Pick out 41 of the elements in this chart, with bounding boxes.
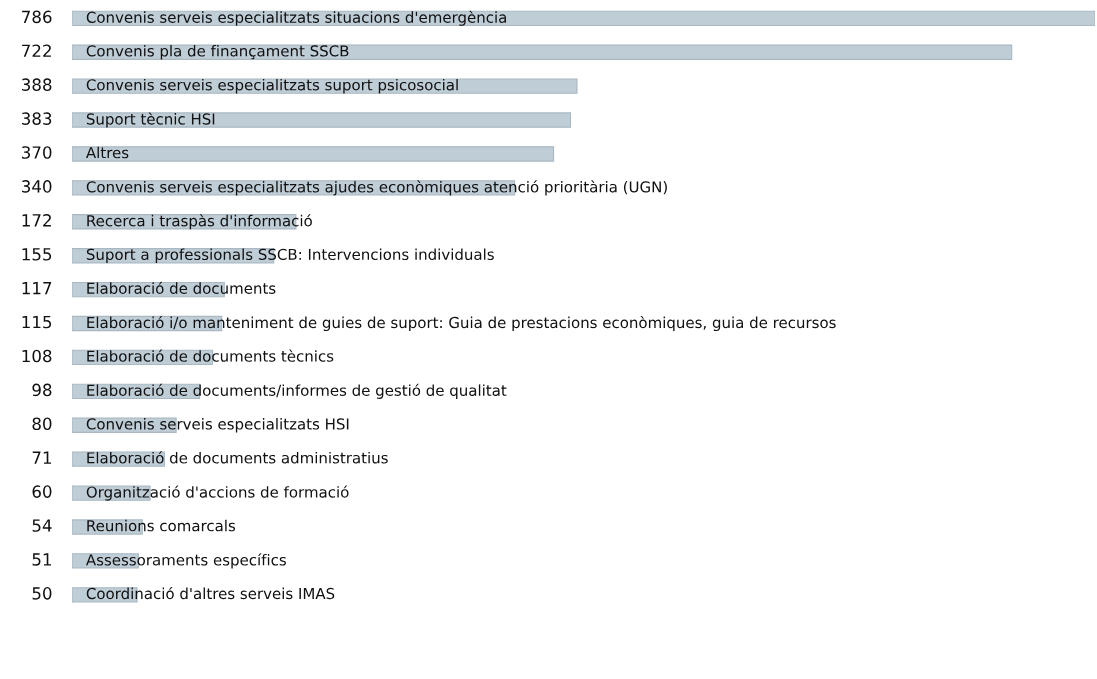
data-label: 60 — [32, 485, 52, 498]
y-tick-label: Convenis serveis especialitzats ajudes econòmiques atenció prioritària (UGN) — [86, 180, 667, 196]
y-tick-label: Convenis pla de finançament SSCB — [86, 44, 349, 60]
bar — [72, 44, 1013, 60]
y-tick-label: Suport tècnic HSI — [86, 112, 215, 128]
y-tick-label: Suport a professionals SSCB: Intervencions individuals — [86, 248, 494, 263]
data-label: 54 — [32, 519, 52, 532]
y-tick-label: Elaboració i/o manteniment de guies de suport: Guia de prestacions econòmiques, guia de recursos — [87, 315, 836, 332]
data-label: 786 — [22, 10, 52, 24]
y-tick-label: Convenis serveis especialitzats situacions d'emergència — [86, 10, 506, 26]
bar — [72, 146, 555, 162]
data-label: 370 — [22, 146, 52, 159]
y-tick-label: Convenis serveis especialitzats HSI — [86, 418, 349, 433]
data-label: 117 — [22, 282, 52, 295]
y-tick-label: Reunions comarcals — [87, 519, 236, 532]
data-label: 340 — [22, 180, 52, 193]
y-tick-label: Coordinació d'altres serveis IMAS — [86, 586, 335, 600]
data-label: 155 — [22, 248, 52, 261]
y-tick-label: Convenis serveis especialitzats suport psicosocial — [86, 78, 458, 94]
data-label: 80 — [32, 417, 52, 431]
data-label: 98 — [32, 383, 52, 397]
data-label: 108 — [22, 349, 52, 363]
data-label: 172 — [22, 214, 51, 227]
data-label: 51 — [32, 553, 52, 566]
y-tick-label: Elaboració de documents administratius — [87, 451, 388, 464]
data-label: 383 — [22, 112, 52, 125]
y-tick-label: Assessoraments específics — [86, 553, 286, 569]
bar — [72, 10, 1095, 26]
data-label: 50 — [32, 587, 52, 600]
data-label: 71 — [32, 451, 52, 464]
data-label: 388 — [22, 78, 52, 91]
y-tick-label: Organització d'accions de formació — [86, 485, 349, 501]
y-tick-label: Elaboració de documents — [87, 281, 276, 294]
bar — [72, 112, 572, 128]
y-tick-label: Elaboració de documents tècnics — [87, 349, 334, 362]
y-tick-label: Recerca i traspàs d'informació — [87, 214, 312, 230]
data-label: 722 — [22, 44, 51, 57]
data-label: 115 — [22, 315, 52, 329]
bar — [72, 78, 578, 94]
y-tick-label: Elaboració de documents/informes de gestió de qualitat — [87, 383, 507, 399]
y-tick-label: Altres — [86, 146, 129, 159]
